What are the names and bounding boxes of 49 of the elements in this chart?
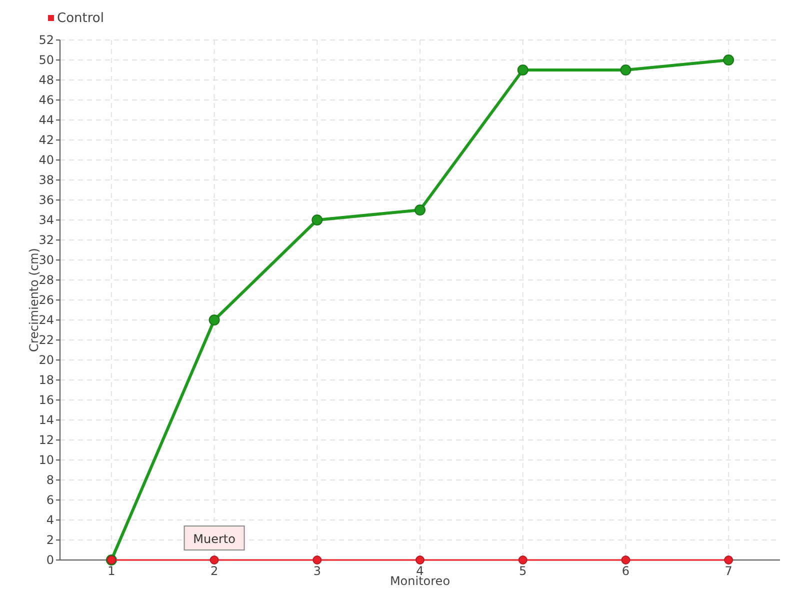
point [620, 64, 632, 76]
y-tick-label: 38 [38, 173, 54, 188]
y-tick-label: 10 [38, 453, 54, 468]
y-tick-label: 12 [38, 433, 54, 448]
x-axis-title: Monitoreo [390, 574, 450, 588]
point [517, 64, 528, 76]
y-tick-label: 36 [38, 193, 54, 208]
y-tick-label: 4 [46, 513, 54, 528]
point [416, 556, 424, 564]
y-tick-label: 30 [38, 253, 54, 268]
y-tick-label: 44 [38, 113, 54, 128]
legend-label: Control [57, 11, 104, 26]
y-tick-label: 16 [38, 393, 54, 408]
y-tick-label: 46 [38, 93, 54, 108]
x-tick-label: 6 [622, 564, 630, 578]
y-tick-label: 28 [38, 273, 54, 288]
point [518, 556, 528, 564]
y-tick-label: 14 [38, 413, 54, 428]
y-tick-label: 2 [46, 533, 54, 548]
y-tick-label: 24 [38, 313, 54, 328]
x-tick-label: 2 [210, 564, 218, 578]
y-tick-label: 40 [38, 153, 54, 168]
y-tick-label: 22 [38, 333, 54, 348]
y-tick-label: 26 [38, 293, 54, 308]
y-tick-label: 52 [38, 33, 54, 48]
y-tick-label: 48 [38, 73, 54, 88]
point [414, 204, 426, 216]
y-tick-label: 8 [46, 473, 54, 488]
y-tick-label: 0 [46, 553, 54, 568]
y-tick-label: 50 [38, 53, 54, 68]
annotation: Muerto [193, 532, 236, 546]
y-axis-title: Crecimiento (cm) [27, 248, 41, 352]
y-tick-label: 42 [38, 133, 54, 148]
point [312, 556, 322, 564]
y-tick-label: 32 [38, 233, 54, 248]
point [723, 54, 734, 66]
point [621, 556, 630, 564]
point [312, 214, 323, 226]
point [210, 556, 219, 564]
point [208, 314, 220, 326]
y-tick-label: 20 [38, 353, 54, 368]
x-tick-label: 5 [519, 564, 527, 578]
y-tick-label: 34 [38, 213, 54, 228]
y-tick-label: 18 [38, 373, 54, 388]
x-tick-label: 3 [313, 564, 321, 578]
x-tick-label: 7 [724, 564, 732, 578]
y-tick-label: 6 [46, 493, 54, 508]
point [724, 556, 734, 564]
x-tick-label: 1 [108, 564, 116, 578]
